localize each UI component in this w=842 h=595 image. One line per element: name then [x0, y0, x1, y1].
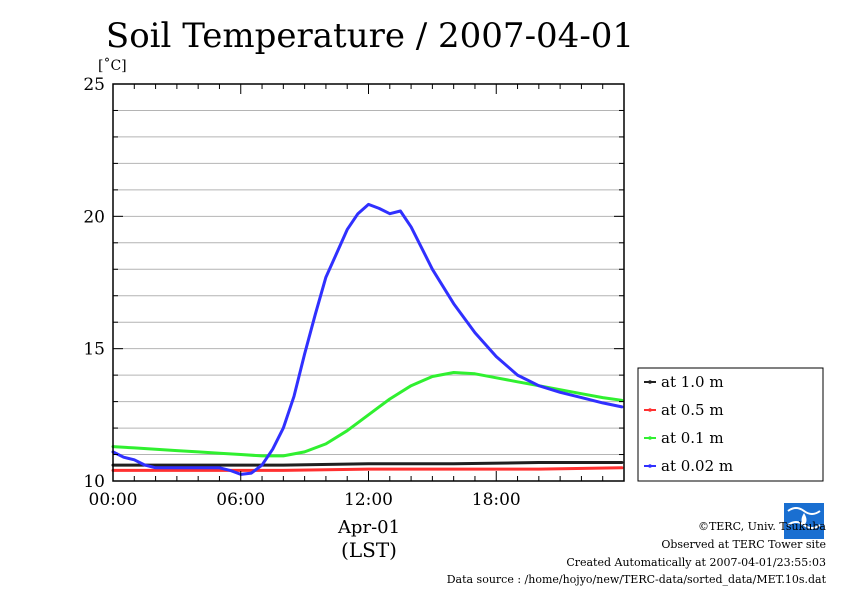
terc-logo — [784, 503, 824, 539]
series-line-at-0-5-m — [111, 466, 624, 472]
y-tick-label: 20 — [83, 207, 105, 227]
x-tick-label: 18:00 — [472, 490, 521, 510]
y-axis-unit-label: [˚C] — [98, 57, 127, 74]
x-tick-label: 06:00 — [216, 490, 265, 510]
x-axis-date-label: Apr-01 — [337, 517, 400, 538]
series-line-at-0-02-m — [111, 202, 624, 476]
series-line-at-0-1-m — [111, 371, 624, 458]
legend-marker — [648, 380, 652, 384]
legend-marker — [648, 408, 652, 412]
observed-site-text: Observed at TERC Tower site — [661, 538, 826, 551]
y-tick-label: 10 — [83, 472, 105, 492]
legend-marker — [648, 436, 652, 440]
legend-marker — [648, 464, 652, 468]
legend-label: at 1.0 m — [661, 373, 724, 391]
x-tick-label: 00:00 — [89, 490, 138, 510]
terc-logo-icon — [784, 503, 824, 539]
created-timestamp-text: Created Automatically at 2007-04-01/23:5… — [566, 556, 826, 569]
x-tick-label: 12:00 — [344, 490, 393, 510]
legend-label: at 0.1 m — [661, 429, 724, 447]
legend: at 1.0 m at 0.5 m at 0.1 m at 0.02 m — [637, 367, 824, 482]
grid-lines — [113, 109, 624, 456]
data-source-text: Data source : /home/hojyo/new/TERC-data/… — [446, 573, 826, 586]
data-series-group — [111, 202, 624, 476]
legend-label: at 0.5 m — [661, 401, 724, 419]
copyright-text: ©TERC, Univ. Tsukuba — [697, 520, 826, 533]
chart-title: Soil Temperature / 2007-04-01 — [106, 16, 634, 56]
plot-frame — [112, 83, 625, 482]
series-line-at-1-0-m — [111, 461, 624, 467]
legend-label: at 0.02 m — [661, 457, 733, 475]
axis-ticks: 10 15 20 25 00:00 06:00 12:00 18:00 — [83, 75, 625, 510]
y-tick-label: 25 — [83, 75, 105, 95]
x-axis-timezone-label: (LST) — [341, 538, 397, 562]
legend-box — [637, 367, 824, 482]
y-tick-label: 15 — [83, 340, 105, 360]
